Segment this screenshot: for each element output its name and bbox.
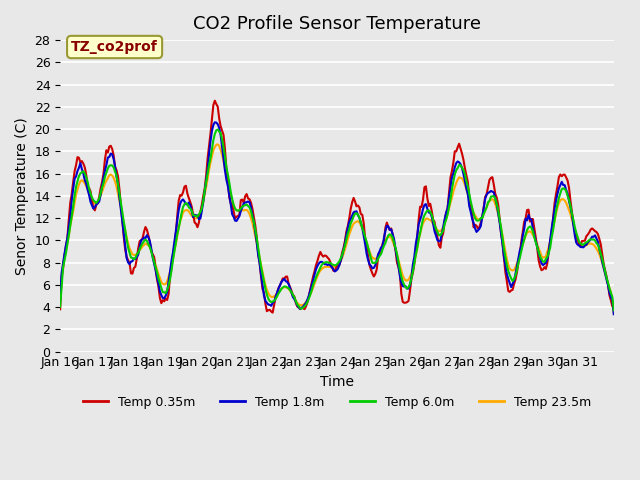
X-axis label: Time: Time (320, 375, 354, 389)
Legend: Temp 0.35m, Temp 1.8m, Temp 6.0m, Temp 23.5m: Temp 0.35m, Temp 1.8m, Temp 6.0m, Temp 2… (78, 391, 596, 414)
Title: CO2 Profile Sensor Temperature: CO2 Profile Sensor Temperature (193, 15, 481, 33)
Text: TZ_co2prof: TZ_co2prof (71, 40, 158, 54)
Y-axis label: Senor Temperature (C): Senor Temperature (C) (15, 117, 29, 275)
